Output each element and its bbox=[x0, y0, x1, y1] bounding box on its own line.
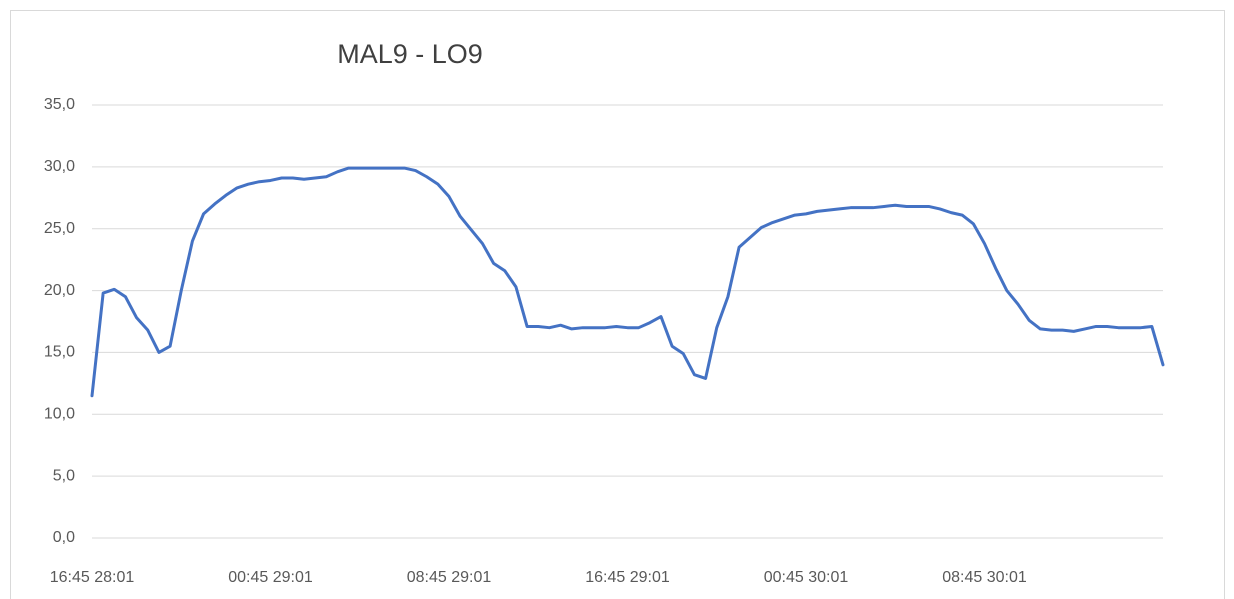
y-tick-label: 10,0 bbox=[44, 406, 75, 423]
y-tick-label: 0,0 bbox=[53, 529, 75, 546]
y-tick-label: 30,0 bbox=[44, 158, 75, 175]
data-line bbox=[90, 166, 1165, 398]
chart-border bbox=[10, 10, 1225, 599]
x-tick-label: 08:45 29:01 bbox=[407, 569, 492, 586]
y-tick-label: 25,0 bbox=[44, 220, 75, 237]
chart-title: MAL9 - LO9 bbox=[337, 39, 483, 69]
x-tick-label: 00:45 30:01 bbox=[764, 569, 849, 586]
y-tick-label: 15,0 bbox=[44, 344, 75, 361]
x-tick-label: 00:45 29:01 bbox=[228, 569, 313, 586]
x-tick-label: 08:45 30:01 bbox=[942, 569, 1027, 586]
x-tick-label: 16:45 28:01 bbox=[50, 569, 135, 586]
y-tick-label: 35,0 bbox=[44, 96, 75, 113]
y-tick-label: 5,0 bbox=[53, 467, 75, 484]
x-tick-label: 16:45 29:01 bbox=[585, 569, 670, 586]
y-tick-label: 20,0 bbox=[44, 282, 75, 299]
